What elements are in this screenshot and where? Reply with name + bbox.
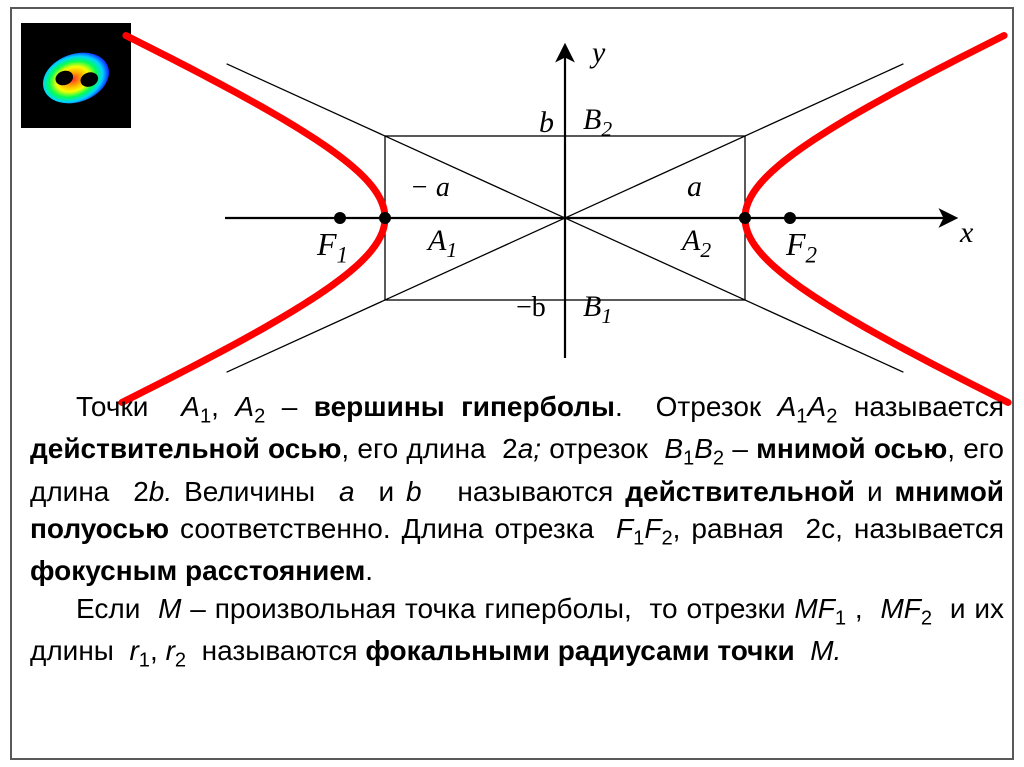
label-F2: F2 <box>786 226 817 268</box>
label-A1: A1 <box>428 224 457 263</box>
label-A2-sub: 2 <box>700 238 711 262</box>
label-B2: B2 <box>583 103 612 142</box>
label-B1-sub: 1 <box>601 304 612 328</box>
hyperbola-diagram: y x b −b − a a B2 B1 A1 A2 F1 F2 <box>160 18 990 368</box>
label-a-neg-text: − a <box>410 172 450 203</box>
label-B2-base: B <box>583 103 601 136</box>
label-F2-base: F <box>786 226 806 262</box>
label-F1-base: F <box>317 226 337 262</box>
label-F2-sub: 2 <box>806 241 818 267</box>
label-B1: B1 <box>583 290 612 329</box>
paragraph-1: Точки A1, A2 – вершины гиперболы. Отрезо… <box>30 388 1004 590</box>
corner-thumbnail <box>21 23 131 128</box>
label-F1-sub: 1 <box>337 241 349 267</box>
label-A2: A2 <box>682 224 711 263</box>
label-b-neg-text: −b <box>516 292 546 323</box>
label-B2-sub: 2 <box>601 117 612 141</box>
label-A1-base: A <box>428 224 446 257</box>
label-a-pos: a <box>687 170 702 204</box>
label-A2-base: A <box>682 224 700 257</box>
explanation-text: Точки A1, A2 – вершины гиперболы. Отрезо… <box>30 388 1004 674</box>
label-a-neg: − a <box>410 172 450 204</box>
label-y-axis: y <box>592 36 605 70</box>
label-F1: F1 <box>317 226 348 268</box>
label-A1-sub: 1 <box>446 238 457 262</box>
paragraph-2: Если M – произвольная точка гиперболы, т… <box>30 590 1004 675</box>
label-B1-base: B <box>583 290 601 323</box>
label-x-axis: x <box>960 216 973 250</box>
label-b-neg: −b <box>516 292 546 324</box>
label-b-pos: b <box>539 106 554 140</box>
